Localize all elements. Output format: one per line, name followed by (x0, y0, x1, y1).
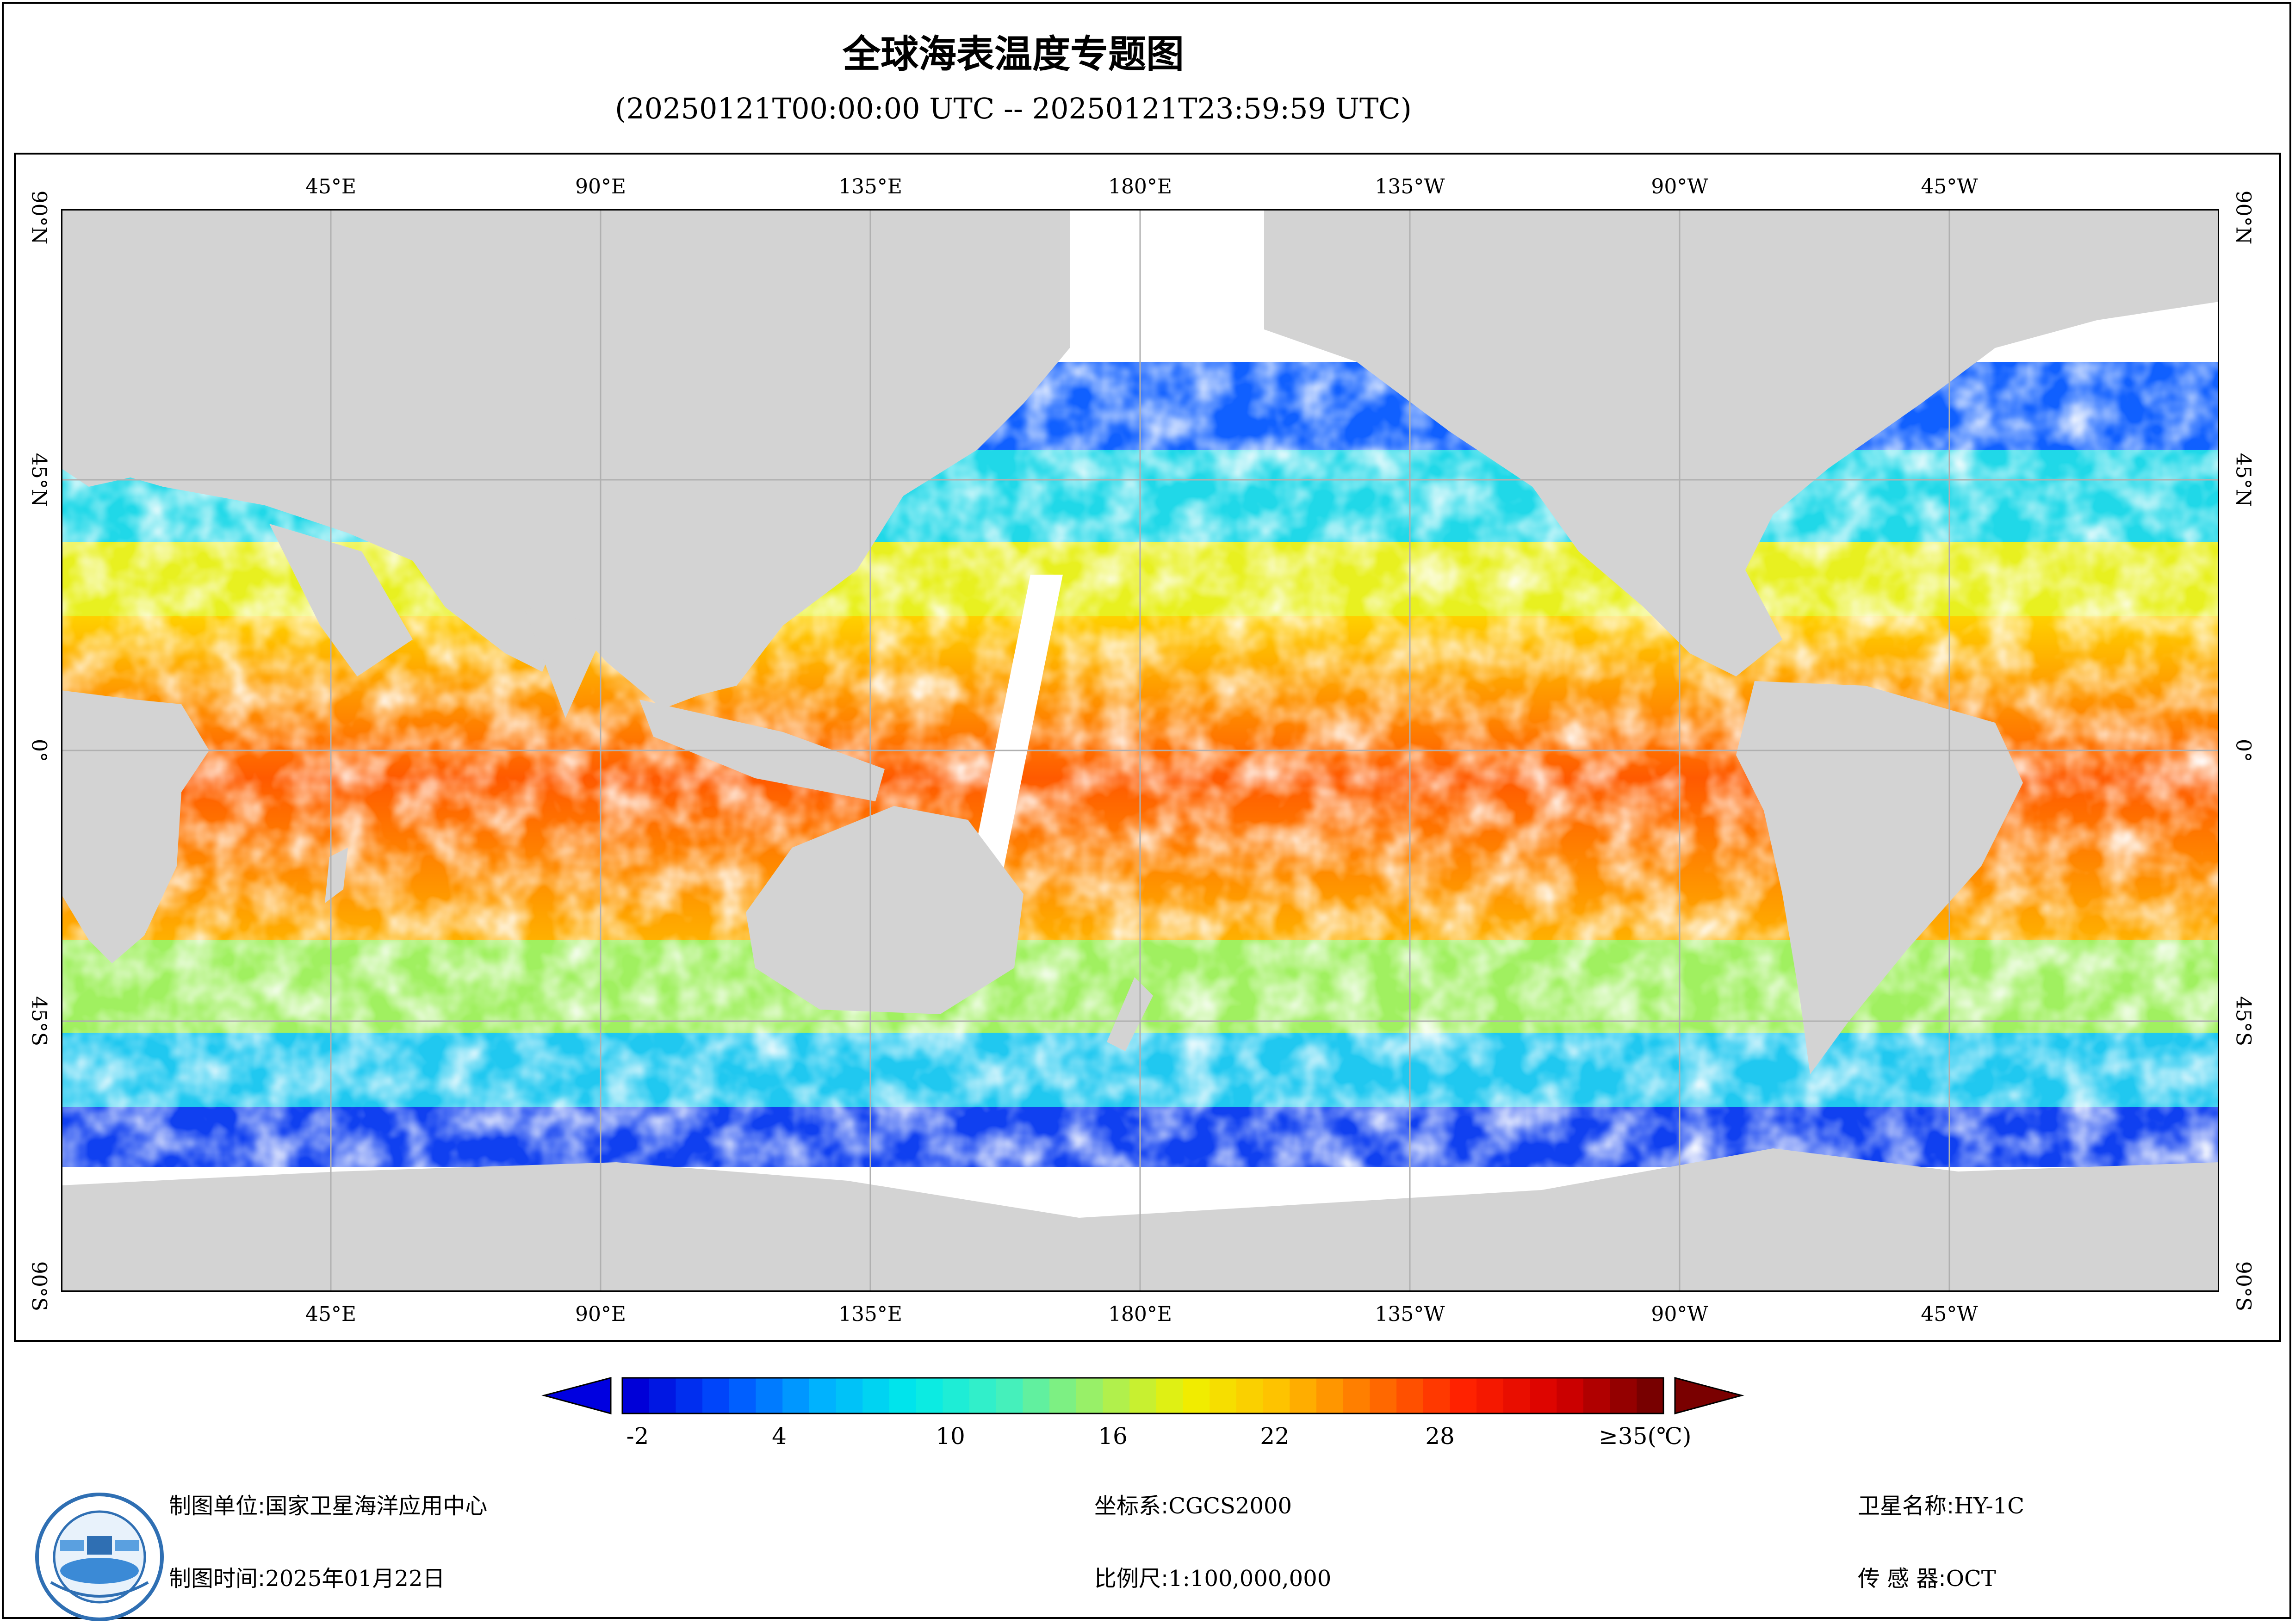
scale-field: 比例尺:1:100,000,000 (1094, 1560, 1331, 1593)
lon-label-bottom: 45°E (305, 1302, 357, 1326)
lat-label-right: 90°S (2231, 1261, 2255, 1312)
lon-label-bottom: 45°W (1921, 1302, 1978, 1326)
lat-label-left: 45°N (27, 452, 51, 507)
production-date-label: 制图时间: (169, 1566, 266, 1592)
producer-field: 制图单位:国家卫星海洋应用中心 (169, 1488, 487, 1520)
producer-label: 制图单位: (169, 1493, 266, 1519)
sensor-field: 传 感 器:OCT (1858, 1560, 1996, 1593)
lon-label-top: 90°E (575, 175, 626, 198)
lon-label-top: 45°W (1921, 175, 1978, 198)
map-title: 全球海表温度专题图 (842, 32, 1184, 76)
swath-gap (968, 575, 1063, 885)
nsoas-logo (35, 1493, 164, 1621)
lon-label-top: 180°E (1108, 175, 1172, 198)
lat-label-left: 45°S (27, 996, 51, 1047)
lat-label-right: 0° (2231, 739, 2255, 762)
lon-label-top: 135°W (1375, 175, 1445, 198)
land-south-america (1736, 681, 2023, 1074)
production-date-value: 2025年01月22日 (265, 1566, 445, 1592)
crs-label: 坐标系: (1094, 1493, 1169, 1519)
land-india (524, 607, 607, 718)
lat-label-left: 0° (27, 739, 51, 762)
lon-label-top: 90°W (1651, 175, 1708, 198)
lon-label-top: 135°E (838, 175, 903, 198)
lat-label-left: 90°S (27, 1261, 51, 1312)
land-new-zealand (1107, 977, 1153, 1051)
lat-label-right: 45°S (2231, 996, 2255, 1047)
map-subtitle: (20250121T00:00:00 UTC -- 20250121T23:59… (615, 92, 1412, 125)
crs-field: 坐标系:CGCS2000 (1094, 1488, 1292, 1520)
satellite-value: HY-1C (1954, 1493, 2024, 1519)
land-australia (746, 806, 1023, 1014)
sensor-label: 传 感 器: (1858, 1566, 1946, 1592)
lon-label-top: 45°E (305, 175, 357, 198)
colorbar-tick-label: 4 (772, 1423, 787, 1450)
sensor-value: OCT (1946, 1566, 1996, 1592)
lon-label-bottom: 90°E (575, 1302, 626, 1326)
lat-label-right: 45°N (2231, 452, 2255, 507)
map-frame (14, 153, 2281, 1342)
graticule (61, 209, 2219, 1292)
sst-map (61, 209, 2219, 1292)
land-africa (61, 690, 209, 963)
satellite-label: 卫星名称: (1858, 1493, 1954, 1519)
lon-label-bottom: 180°E (1108, 1302, 1172, 1326)
colorbar-tick-label: 10 (936, 1423, 965, 1450)
colorbar-tick-label: -2 (626, 1423, 649, 1450)
lat-label-right: 90°N (2231, 190, 2255, 245)
lat-label-left: 90°N (27, 190, 51, 245)
satellite-field: 卫星名称:HY-1C (1858, 1488, 2024, 1520)
lon-label-bottom: 90°W (1651, 1302, 1708, 1326)
map-border (61, 209, 2219, 1292)
producer-value: 国家卫星海洋应用中心 (265, 1493, 488, 1519)
land-arabia (269, 524, 413, 676)
colorbar-tick-label: 16 (1098, 1423, 1128, 1450)
land-eurasia (61, 209, 1070, 709)
lon-label-bottom: 135°E (838, 1302, 903, 1326)
production-date-field: 制图时间:2025年01月22日 (169, 1560, 445, 1593)
scale-label: 比例尺: (1094, 1566, 1169, 1592)
land-north-america (1264, 209, 2219, 676)
lon-label-bottom: 135°W (1375, 1302, 1445, 1326)
colorbar-tick-label: 22 (1260, 1423, 1290, 1450)
colorbar-max-label: ≥35(℃) (1599, 1423, 1692, 1450)
colorbar-tick-label: 28 (1425, 1423, 1455, 1450)
scale-value: 1:100,000,000 (1168, 1566, 1332, 1592)
crs-value: CGCS2000 (1168, 1493, 1292, 1519)
